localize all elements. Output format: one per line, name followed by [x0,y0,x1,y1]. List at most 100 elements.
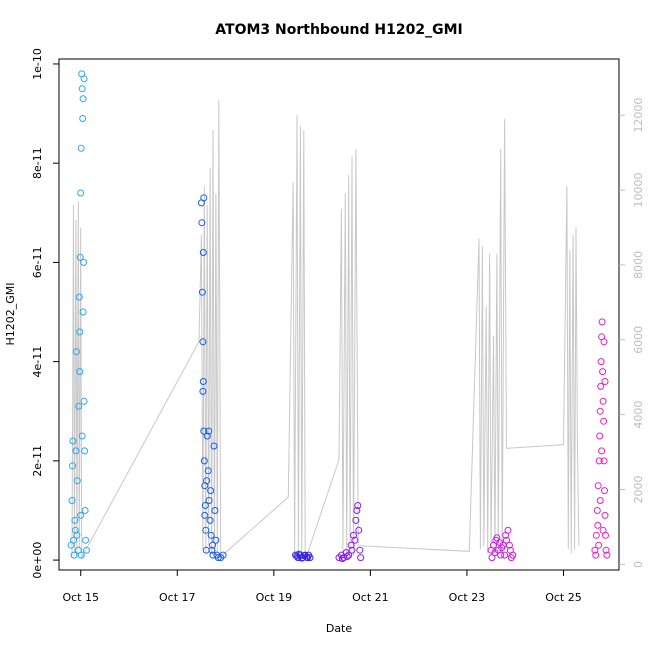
data-point [505,541,513,549]
data-point [73,531,81,539]
data-point [76,368,84,376]
data-point [596,497,604,504]
data-point [598,318,606,326]
x-axis: Oct 15 Oct 17 Oct 19 Oct 21 Oct 23 Oct 25 [62,570,582,604]
data-point [207,487,215,495]
data-point [73,477,81,485]
data-point [601,378,609,385]
data-point [198,219,206,227]
data-point [600,338,608,346]
y-tick-label: 0e+00 [31,542,44,579]
data-point [593,507,601,514]
y2-tick-label: 10000 [632,173,645,208]
y-tick-label: 4e-11 [31,346,44,378]
y2-tick-label: 6000 [632,326,645,354]
secondary-series-line [71,100,580,559]
data-point [203,432,211,440]
data-point [597,358,605,366]
data-point [75,402,83,410]
y-tick-label: 6e-11 [31,247,44,279]
data-point [353,507,361,514]
data-point [596,407,604,415]
data-point [76,328,84,336]
chart-title: ATOM3 Northbound H1202_GMI [215,22,462,38]
plot-frame [58,58,620,571]
y-tick-label: 8e-11 [31,147,44,179]
data-point [355,526,363,534]
x-tick-label: Oct 25 [545,591,582,604]
data-point [592,551,600,559]
data-point [348,546,356,554]
data-point [491,549,499,557]
y2-tick-label: 2000 [632,476,645,504]
data-point [71,526,79,534]
data-point [600,417,608,425]
data-point [595,457,603,465]
data-point [72,348,80,356]
data-point [80,75,88,83]
data-point [205,427,213,435]
data-point [591,546,599,554]
data-point [600,457,608,465]
y2-tick-label: 0 [632,561,645,568]
data-point [81,507,89,514]
data-point [199,338,207,346]
data-point [599,368,607,376]
data-point [81,447,89,455]
data-point [498,544,506,552]
x-tick-label: Oct 15 [62,591,99,604]
data-point [597,382,605,390]
data-point [203,477,211,485]
data-point [75,293,83,301]
data-point [211,507,219,514]
data-point [603,551,611,559]
data-point [219,551,227,559]
data-point [357,554,365,562]
data-point [596,432,604,440]
data-point [78,85,86,93]
data-point [488,554,496,562]
y2-tick-label: 8000 [632,251,645,279]
data-point [209,541,216,549]
data-point [504,526,512,534]
data-point [212,536,220,544]
x-tick-label: Oct 17 [159,591,196,604]
data-point [80,397,88,405]
y-axis: 0e+00 2e-11 4e-11 6e-11 8e-11 1e-10 [31,48,59,579]
data-point [343,553,351,561]
data-point [599,526,607,534]
data-point [78,432,86,440]
y2-tick-label: 4000 [632,401,645,429]
data-point [345,551,353,559]
y-axis-title: H1202_GMI [4,282,17,345]
data-point [595,541,603,549]
data-point [350,531,357,539]
data-point [205,497,213,504]
data-point [601,487,608,495]
data-point [501,551,509,559]
data-point [200,427,208,435]
data-point [592,531,600,539]
data-point [77,144,85,152]
data-point [80,258,88,266]
data-point [71,516,79,524]
data-point [77,189,85,197]
data-point [199,378,207,385]
x-tick-label: Oct 19 [256,591,293,604]
data-point [305,551,313,559]
data-point [83,546,90,554]
data-point [69,437,77,445]
data-point [77,511,85,519]
data-point [79,308,87,316]
x-tick-label: Oct 21 [352,591,389,604]
x-tick-label: Oct 23 [449,591,486,604]
data-point [70,551,78,559]
data-point [594,482,602,490]
data-point [206,516,214,524]
data-point [594,521,602,529]
data-point [201,511,209,519]
y-tick-label: 2e-11 [31,445,44,477]
secondary-y-axis: 0 2000 4000 6000 8000 10000 12000 [619,98,645,568]
data-point [79,115,87,122]
